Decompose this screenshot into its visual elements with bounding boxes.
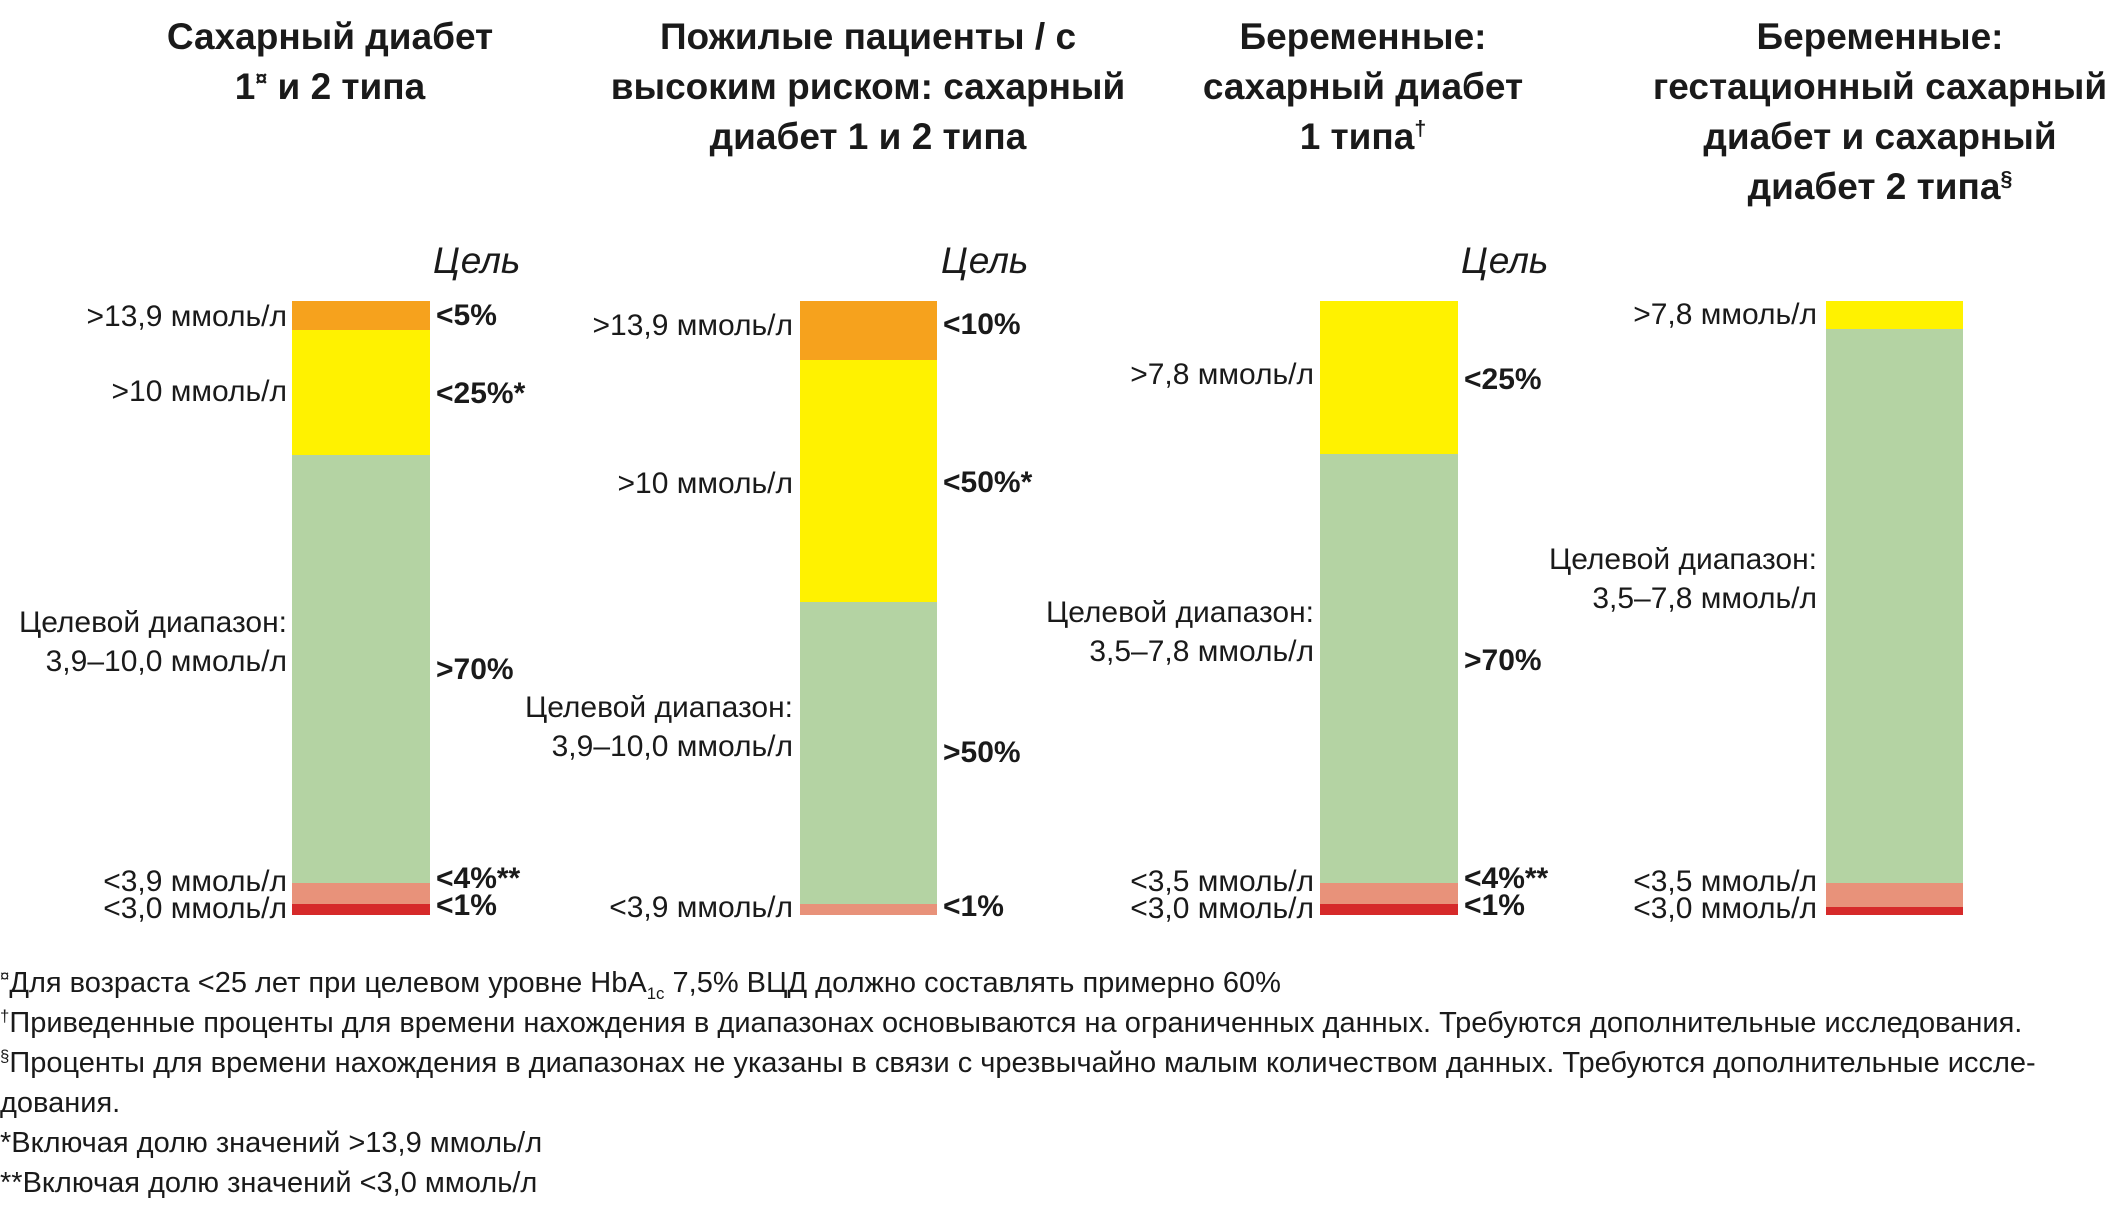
chart-4-label-high: >7,8 ммоль/л [1633, 298, 1817, 331]
chart-2-title: Пожилые пациенты / с высоким риском: сах… [610, 16, 1126, 157]
chart-1-seg-target [292, 455, 430, 883]
chart-1-label-low: <3,9 ммоль/л [103, 865, 287, 898]
chart-3-title-line3: 1 типа [1299, 116, 1415, 157]
chart-2-seg-target [800, 602, 937, 904]
chart-3-seg-very-low [1320, 904, 1458, 915]
footnote-3-cont: дования. [0, 1087, 121, 1119]
chart-4-seg-low [1826, 883, 1963, 907]
chart-4-label-target: Целевой диапазон: 3,5–7,8 ммоль/л [1497, 540, 1817, 618]
chart-3-bar [1320, 301, 1458, 915]
chart-4-title-mark: § [2000, 166, 2013, 191]
chart-3-label-high: >7,8 ммоль/л [1130, 358, 1314, 391]
chart-3-seg-low [1320, 883, 1458, 904]
footnote-1-mark: ¤ [0, 966, 10, 986]
chart-3-label-target-text: Целевой диапазон: 3,5–7,8 ммоль/л [1046, 596, 1314, 668]
chart-1-title-pre: 1 [234, 66, 256, 107]
footnote-1: ¤Для возраста <25 лет при целевом уровне… [0, 963, 2126, 1003]
chart-3-goal-label: Цель [1461, 240, 1549, 281]
chart-2-goal-low: <1% [943, 890, 1004, 923]
footnote-3: §Проценты для времени нахождения в диапа… [0, 1043, 2126, 1083]
chart-4-label-low: <3,5 ммоль/л [1633, 865, 1817, 898]
chart-2-seg-low [800, 904, 937, 915]
chart-1-goal-low: <4%** [436, 862, 521, 895]
footnote-3-text-a: Проценты для времени нахождения в диапаз… [9, 1047, 2036, 1079]
chart-1-seg-low [292, 883, 430, 904]
chart-1-title-mark: ¤ [255, 66, 268, 91]
chart-4-seg-high [1826, 301, 1963, 329]
chart-4-seg-very-low [1826, 907, 1963, 915]
footnotes: ¤Для возраста <25 лет при целевом уровне… [0, 963, 2126, 1203]
footnote-2: †Приведенные проценты для времени нахожд… [0, 1003, 2126, 1043]
chart-3-label-low: <3,5 ммоль/л [1130, 865, 1314, 898]
chart-1-seg-very-high [292, 301, 430, 330]
chart-1-title-line1: Сахарный диабет [166, 16, 494, 57]
chart-3-seg-target [1320, 454, 1458, 883]
chart-1-label-target-text: Целевой диапазон: 3,9–10,0 ммоль/л [19, 606, 287, 678]
chart-1-bar [292, 301, 430, 915]
footnote-4: *Включая долю значений >13,9 ммоль/л [0, 1127, 543, 1159]
footnote-2-mark: † [0, 1006, 10, 1026]
chart-1-goal-very-low: <1% [436, 889, 497, 922]
chart-2-goal-very-high: <10% [943, 308, 1021, 341]
chart-2-label-very-high: >13,9 ммоль/л [592, 309, 794, 342]
chart-3-goal-low: <4%** [1464, 862, 1549, 895]
chart-2-label-target-text: Целевой диапазон: 3,9–10,0 ммоль/л [525, 691, 793, 763]
footnote-1-text-a: Для возраста <25 лет при целевом уровне … [9, 967, 647, 999]
chart-4-label-target-text: Целевой диапазон: 3,5–7,8 ммоль/л [1549, 543, 1817, 615]
chart-1-label-high: >10 ммоль/л [111, 375, 287, 408]
chart-1-goal-target: >70% [436, 653, 514, 686]
chart-4-title-line3: диабет 2 типа [1747, 166, 2001, 207]
chart-2-seg-high [800, 360, 937, 602]
chart-1-seg-high [292, 330, 430, 455]
chart-3-seg-high [1320, 301, 1458, 454]
footnote-1-text-b: 7,5% ВЦД должно составлять примерно 60% [664, 967, 1281, 999]
chart-1-label-very-high: >13,9 ммоль/л [86, 300, 288, 333]
chart-3-label-target: Целевой диапазон: 3,5–7,8 ммоль/л [994, 593, 1314, 671]
chart-4-bar [1826, 301, 1963, 915]
chart-3-goal-high: <25% [1464, 363, 1542, 396]
chart-3-label-very-low: <3,0 ммоль/л [1130, 892, 1314, 925]
chart-2-seg-very-high [800, 301, 937, 360]
chart-3-title: Беременные: сахарный диабет 1 типа† [1188, 12, 1538, 162]
chart-1-label-very-low: <3,0 ммоль/л [103, 892, 287, 925]
chart-1-label-target: Целевой диапазон: 3,9–10,0 ммоль/л [0, 603, 287, 681]
chart-1-goal-very-high: <5% [436, 299, 497, 332]
chart-2-goal-label: Цель [941, 240, 1029, 281]
chart-1-seg-very-low [292, 904, 430, 915]
chart-4-seg-target [1826, 329, 1963, 883]
chart-3-title-mark: † [1414, 116, 1427, 141]
chart-3-goal-target: >70% [1464, 644, 1542, 677]
footnote-2-text: Приведенные проценты для времени нахожде… [9, 1007, 2023, 1039]
chart-4-label-very-low: <3,0 ммоль/л [1633, 892, 1817, 925]
chart-2-goal-target: >50% [943, 736, 1021, 769]
chart-1-goal-high: <25%* [436, 377, 526, 410]
chart-1-title-post: и 2 типа [267, 66, 426, 107]
chart-2-label-low: <3,9 ммоль/л [609, 891, 793, 924]
chart-4-title: Беременные: гестационный сахарный диабет… [1640, 12, 2120, 212]
chart-2-bar [800, 301, 937, 915]
chart-2-label-target: Целевой диапазон: 3,9–10,0 ммоль/л [473, 688, 793, 766]
footnote-5: **Включая долю значений <3,0 ммоль/л [0, 1167, 538, 1199]
chart-4-title-main: Беременные: гестационный сахарный диабет… [1652, 16, 2108, 157]
chart-3-title-main: Беременные: сахарный диабет [1202, 16, 1524, 107]
chart-3-goal-very-low: <1% [1464, 889, 1525, 922]
footnote-1-sub: 1c [646, 983, 665, 1003]
footnote-3-mark: § [0, 1046, 10, 1066]
chart-1-title: Сахарный диабет 1¤ и 2 типа [110, 12, 550, 112]
chart-2-goal-high: <50%* [943, 466, 1033, 499]
chart-2-label-high: >10 ммоль/л [617, 467, 793, 500]
chart-1-goal-label: Цель [433, 240, 521, 281]
